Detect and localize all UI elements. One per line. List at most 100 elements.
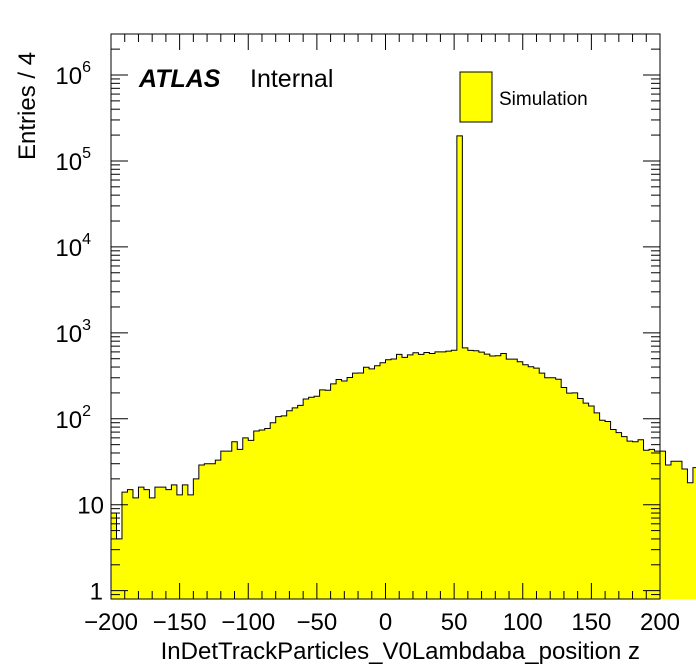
histogram-bar	[396, 354, 403, 599]
histogram-bar	[489, 355, 496, 599]
histogram-bar	[127, 489, 134, 599]
histogram-bar	[314, 396, 320, 599]
histogram-bar	[121, 492, 128, 599]
histogram-bar	[660, 451, 666, 599]
y-tick-label: 10	[77, 493, 104, 520]
x-tick-label: −100	[221, 609, 275, 636]
histogram-bar	[369, 368, 375, 599]
histogram-bar	[445, 351, 452, 599]
histogram-bar	[511, 359, 518, 599]
histogram-bars	[111, 135, 696, 599]
histogram-bar	[594, 412, 600, 599]
histogram-bar	[621, 436, 628, 599]
histogram-bar	[418, 354, 425, 599]
internal-label: Internal	[250, 65, 333, 93]
histogram-bar	[352, 373, 359, 599]
histogram-bar	[627, 441, 633, 599]
histogram-bar	[182, 484, 189, 599]
histogram-bar	[132, 497, 139, 599]
histogram-bar	[270, 422, 276, 599]
histogram-bar	[412, 352, 419, 599]
histogram-bar	[259, 430, 266, 599]
histogram-bar	[209, 463, 216, 599]
x-tick-label: 200	[640, 609, 680, 636]
x-tick-label: 100	[503, 609, 543, 636]
histogram-bar	[583, 403, 589, 599]
histogram-bar	[462, 347, 469, 599]
histogram-bar	[292, 407, 298, 599]
histogram-bar	[550, 377, 556, 599]
atlas-label: ATLAS	[138, 65, 221, 93]
x-tick-label: −200	[84, 609, 138, 636]
histogram-bar	[341, 381, 348, 599]
histogram-bar	[429, 353, 436, 599]
histogram-bar	[336, 379, 342, 599]
histogram-bar	[577, 398, 584, 599]
histogram-bar	[533, 368, 540, 599]
histogram-bar	[638, 439, 644, 599]
histogram-bar	[643, 450, 650, 599]
histogram-bar	[473, 350, 480, 599]
histogram-bar	[681, 469, 688, 599]
histogram-bar	[358, 372, 364, 599]
histogram-bar	[467, 350, 474, 599]
histogram-bar	[374, 365, 381, 599]
histogram-bar	[226, 451, 233, 599]
histogram-bar	[176, 494, 183, 599]
histogram-bar	[440, 351, 447, 599]
histogram-bar	[204, 463, 211, 599]
histogram-bar	[237, 449, 244, 599]
histogram-bar	[484, 354, 491, 599]
y-tick-label: 104	[55, 231, 91, 262]
histogram-bar	[390, 359, 397, 599]
histogram-bar	[160, 487, 167, 599]
histogram-bar	[566, 393, 573, 599]
histogram-bar	[687, 482, 694, 599]
histogram-bar	[572, 392, 578, 599]
histogram-bar	[111, 513, 117, 599]
histogram-bar	[143, 489, 150, 599]
x-tick-label: 0	[379, 609, 392, 636]
histogram-bar	[517, 361, 524, 599]
histogram-bar	[654, 451, 661, 599]
y-axis-label: Entries / 4	[14, 52, 41, 160]
histogram-bar	[325, 390, 331, 599]
histogram-bar	[138, 487, 145, 599]
histogram-bar	[248, 440, 255, 599]
histogram-bar	[401, 357, 408, 599]
histogram-bar	[297, 405, 304, 599]
histogram-outline	[110, 135, 696, 599]
legend-swatch-simulation	[459, 71, 493, 123]
histogram-bar	[286, 410, 293, 599]
histogram-bar	[616, 432, 622, 599]
histogram-bar	[500, 353, 507, 599]
y-tick-label: 1	[90, 579, 103, 606]
histogram-bar	[692, 467, 696, 599]
histogram-bar	[220, 451, 227, 599]
histogram-bar	[676, 461, 683, 599]
histogram-bar	[149, 497, 156, 599]
histogram-bar	[308, 397, 315, 599]
histogram-bar	[385, 359, 392, 599]
y-tick-label: 105	[55, 145, 91, 176]
histogram-bar	[281, 415, 287, 599]
histogram-bar	[434, 351, 441, 599]
histogram-bar	[423, 352, 430, 599]
histogram-bar	[198, 464, 205, 599]
histogram-bar	[347, 377, 353, 599]
histogram-bar	[605, 421, 611, 599]
histogram-bar	[451, 350, 458, 599]
y-tick-label: 103	[55, 317, 91, 348]
histogram-bar	[187, 494, 194, 599]
histogram-bar	[264, 428, 271, 599]
histogram-bar	[522, 364, 529, 599]
y-tick-label: 102	[55, 403, 91, 434]
histogram-bar	[561, 387, 567, 599]
histogram-bar	[165, 489, 172, 599]
histogram-bar	[670, 461, 677, 599]
legend-label-simulation: Simulation	[499, 89, 588, 110]
histogram-bar	[231, 441, 238, 599]
histogram-bar	[495, 355, 502, 599]
histogram-bar	[171, 484, 178, 599]
